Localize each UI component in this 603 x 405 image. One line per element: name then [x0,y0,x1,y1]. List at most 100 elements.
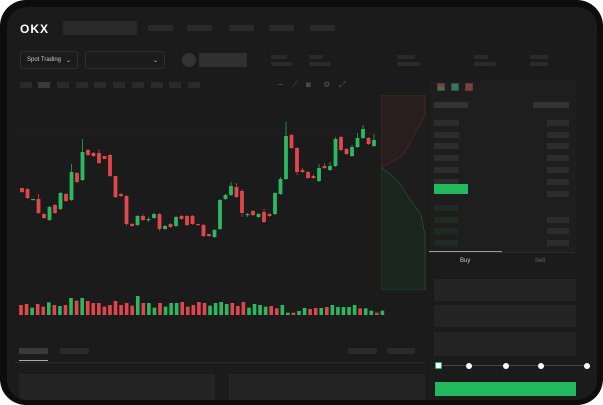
timeframe-button[interactable] [151,82,163,88]
timeframe-button[interactable] [188,82,200,88]
candle [152,214,156,218]
orderbook-buy-icon[interactable] [451,83,459,91]
amount-input[interactable] [434,305,576,327]
volume-bar [91,303,96,315]
market-selector[interactable]: Spot Trading ⌄ [20,51,78,69]
pair-selector[interactable]: ⌄ [85,51,165,69]
nav-item[interactable] [310,25,335,31]
candle [119,194,123,196]
order-card [19,374,215,400]
candle [102,156,107,159]
candle [361,129,365,138]
ask-size [547,191,569,197]
candle [273,193,277,214]
tab-sell[interactable]: Sell [535,258,546,264]
fullscreen-icon[interactable]: ⤢ [339,80,346,89]
search-bar[interactable] [63,21,137,35]
ruler-icon[interactable]: ⟋ [292,80,298,89]
bottom-action[interactable] [387,348,415,354]
candle [174,217,178,226]
candle [262,212,266,222]
pair-avatar [182,53,196,67]
nav-item[interactable] [148,25,173,31]
volume-bar [313,308,318,315]
chevron-down-icon: ⌄ [65,57,71,64]
volume-bar [302,308,307,315]
candle [344,149,349,154]
bottom-tab-orders[interactable] [19,348,48,354]
slider-handle[interactable] [435,362,442,369]
timeframe-button[interactable] [169,82,181,88]
slider-stop[interactable] [538,363,544,369]
volume-bar [224,304,229,315]
total-input[interactable] [434,332,576,356]
candle [190,216,195,224]
volume-bar [341,307,346,315]
nav-item[interactable] [187,25,212,31]
candlestick-chart[interactable] [15,95,435,335]
volume-bar [202,303,207,315]
candle [212,230,217,237]
candle [240,191,244,213]
volume-bar [35,304,40,315]
tab-buy[interactable]: Buy [460,258,471,264]
orderbook-both-icon[interactable] [437,83,445,91]
price-input[interactable] [434,279,576,301]
slider-stop[interactable] [466,363,472,369]
stat [309,62,331,66]
candle [42,214,46,218]
timeframe-button[interactable] [94,82,106,88]
camera-icon[interactable]: ◙ [306,80,311,89]
candle [245,214,250,216]
volume-bar [108,305,112,315]
settings-icon[interactable]: ⚙ [323,80,331,89]
volume-bar [52,305,57,315]
slider-stop[interactable] [584,363,590,369]
bottom-tab[interactable] [60,348,89,354]
bid-size [547,217,569,223]
slider-track[interactable] [439,365,589,366]
slider-stop[interactable] [503,363,509,369]
okx-logo: OKX [20,22,50,36]
line-icon[interactable]: ∼ [277,80,284,89]
app-window: OKX Spot Trading ⌄ ⌄ ∼ ⟋ ◙ ⚙ ⤢ Buy Sell [7,7,597,400]
bottom-action[interactable] [348,348,377,354]
candle [284,136,288,179]
volume-bar [119,305,123,315]
candle [355,138,360,147]
bid-size [547,240,569,246]
depth-chart [380,94,427,291]
candle [207,234,211,236]
timeframe-button[interactable] [38,82,50,88]
volume-bar [208,305,212,315]
candle [185,216,189,225]
candle [141,216,145,220]
ask-price [434,143,459,149]
candle [157,214,162,229]
timeframe-button[interactable] [113,82,125,88]
timeframe-button[interactable] [132,82,144,88]
ask-size [547,167,569,173]
volume-bar [186,306,190,315]
orderbook-sell-icon[interactable] [465,83,473,91]
bid-price [434,228,458,234]
candle [306,172,310,178]
bottom-tab-underline [19,360,48,361]
nav-item[interactable] [269,25,294,31]
volume-bar [336,307,340,315]
timeframe-button[interactable] [57,82,69,88]
nav-item[interactable] [229,25,254,31]
candle [366,138,371,144]
stat [309,55,323,59]
candle [333,139,338,166]
timeframe-button[interactable] [20,82,32,88]
candle [113,176,118,197]
volume-bar [352,305,357,315]
depth-curve [380,94,426,291]
candle [234,187,239,197]
volume-bar [369,310,374,315]
volume-bar [102,306,107,315]
timeframe-button[interactable] [76,82,88,88]
buy-button[interactable] [435,382,576,396]
